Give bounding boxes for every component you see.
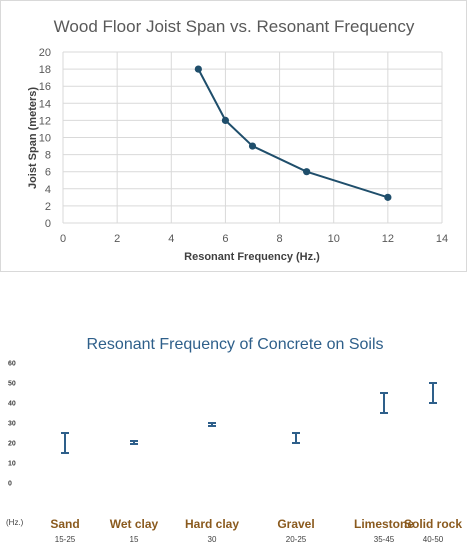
series-line [197,68,389,199]
range-bar [130,440,138,445]
chart-title: Resonant Frequency of Concrete on Soils [86,336,383,353]
category-label: Solid rock [404,517,462,531]
data-point [221,116,230,124]
data-point [384,193,392,201]
range-bar [208,422,216,427]
y-tick-label: 40 [8,401,16,408]
x-tick-label: 14 [436,233,448,245]
unit-label: (Hz.) [6,518,24,527]
y-tick-label: 14 [39,98,51,110]
category-label: Hard clay [185,517,239,531]
y-tick-label: 0 [8,481,12,488]
soil-frequency-chart: Resonant Frequency of Concrete on Soils … [0,318,467,551]
y-tick-label: 8 [45,150,51,162]
y-tick-label: 60 [8,361,16,368]
x-axis-label: Resonant Frequency (Hz.) [184,251,320,263]
data-point [248,142,257,150]
range-bar [429,382,437,404]
y-tick-label: 30 [8,421,16,428]
x-tick-label: 8 [277,233,283,245]
y-tick-label: 20 [39,47,51,59]
soil-frequency-chart-svg: Resonant Frequency of Concrete on Soils … [6,336,462,544]
joist-span-chart-svg: Wood Floor Joist Span vs. Resonant Frequ… [27,17,448,263]
y-tick-label: 10 [39,133,51,145]
x-tick-label: 0 [60,233,66,245]
range-label: 30 [208,535,217,544]
x-tick-label: 6 [222,233,228,245]
y-tick-label: 6 [45,167,51,179]
x-tick-label: 12 [382,233,394,245]
data-point [194,65,202,73]
y-tick-label: 50 [8,381,16,388]
category-label: Limestone [354,517,414,531]
y-tick-label: 12 [39,115,51,127]
range-bar [61,432,69,454]
range-bar [292,432,300,444]
range-label: 35-45 [374,535,395,544]
y-tick-label: 10 [8,461,16,468]
x-tick-label: 4 [168,233,174,245]
y-tick-label: 20 [8,441,16,448]
joist-span-chart: Wood Floor Joist Span vs. Resonant Frequ… [0,0,467,272]
category-label: Wet clay [110,517,159,531]
y-tick-label: 18 [39,64,51,76]
data-point [303,168,311,176]
category-label: Gravel [277,517,314,531]
y-tick-label: 2 [45,201,51,213]
category-label: Sand [50,517,79,531]
range-bar [380,392,388,414]
x-tick-label: 2 [114,233,120,245]
y-tick-label: 0 [45,218,51,230]
range-label: 20-25 [286,535,307,544]
range-label: 40-50 [423,535,444,544]
y-tick-label: 16 [39,81,51,93]
chart-title: Wood Floor Joist Span vs. Resonant Frequ… [54,17,415,36]
range-label: 15 [130,535,139,544]
y-tick-label: 4 [45,184,51,196]
range-label: 15-25 [55,535,76,544]
x-tick-label: 10 [328,233,340,245]
y-axis-label: Joist Span (meters) [27,87,39,189]
